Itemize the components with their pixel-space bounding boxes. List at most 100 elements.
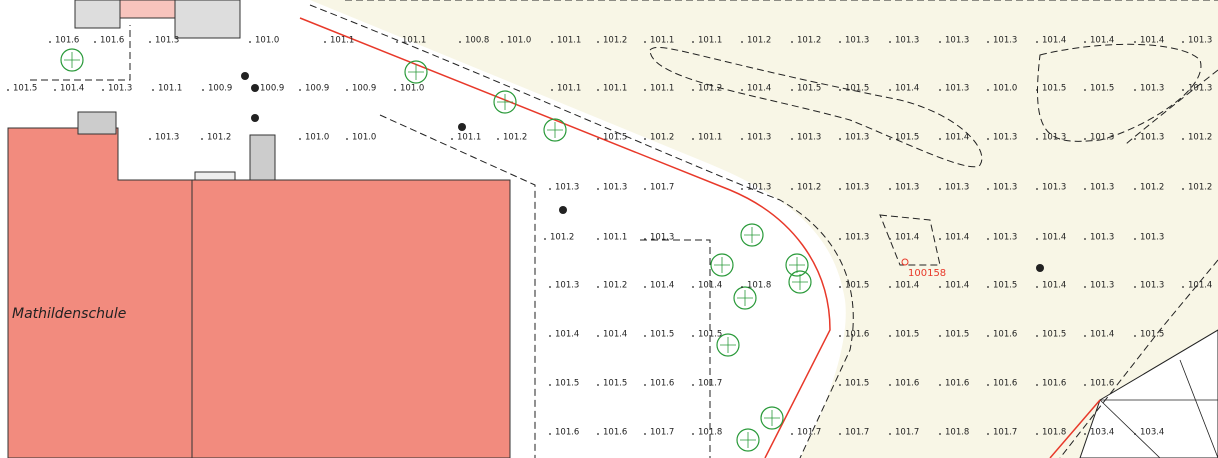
- elevation-label: 101.3: [155, 133, 179, 143]
- elevation-point: [839, 335, 841, 337]
- elevation-point: [987, 384, 989, 386]
- elevation-label: 101.3: [1188, 36, 1212, 46]
- elevation-label: 101.4: [1090, 330, 1114, 340]
- elevation-label: 101.2: [503, 133, 527, 143]
- elevation-label: 101.1: [330, 36, 354, 46]
- elevation-label: 101.5: [945, 330, 969, 340]
- paved-area: [310, 0, 1218, 458]
- elevation-point: [692, 286, 694, 288]
- elevation-point: [741, 41, 743, 43]
- elevation-point: [987, 138, 989, 140]
- elevation-point: [549, 335, 551, 337]
- elevation-label: 101.7: [993, 428, 1017, 438]
- elevation-point: [1182, 89, 1184, 91]
- elevation-label: 100.9: [305, 84, 329, 94]
- elevation-point: [939, 335, 941, 337]
- elevation-point: [1182, 138, 1184, 140]
- elevation-point: [839, 384, 841, 386]
- elevation-label: 101.4: [945, 233, 969, 243]
- elevation-label: 101.8: [698, 428, 722, 438]
- elevation-point: [324, 41, 326, 43]
- elevation-label: 101.3: [993, 133, 1017, 143]
- elevation-point: [1036, 335, 1038, 337]
- tree-cross: [737, 290, 753, 306]
- elevation-point: [501, 41, 503, 43]
- elevation-point: [791, 138, 793, 140]
- elevation-point: [149, 41, 151, 43]
- elevation-point: [939, 41, 941, 43]
- elevation-point: [1036, 384, 1038, 386]
- elevation-label: 101.6: [1090, 379, 1114, 389]
- elevation-label: 101.6: [1042, 379, 1066, 389]
- elevation-label: 101.5: [797, 84, 821, 94]
- elevation-label: 101.5: [1140, 330, 1164, 340]
- elevation-label: 101.4: [650, 281, 674, 291]
- elevation-point: [1134, 433, 1136, 435]
- elevation-label: 101.6: [993, 379, 1017, 389]
- tree-cross: [64, 52, 80, 68]
- elevation-point: [889, 188, 891, 190]
- elevation-point: [451, 138, 453, 140]
- elevation-point: [644, 384, 646, 386]
- elevation-point: [839, 41, 841, 43]
- elevation-label: 101.3: [747, 133, 771, 143]
- elevation-label: 101.2: [1140, 183, 1164, 193]
- elevation-label: 103.4: [1090, 428, 1114, 438]
- elevation-point: [692, 384, 694, 386]
- elevation-label: 100.9: [260, 84, 284, 94]
- elevation-label: 101.2: [603, 281, 627, 291]
- tree: [740, 223, 764, 247]
- tree: [788, 270, 812, 294]
- elevation-point: [1134, 89, 1136, 91]
- tree-cross: [740, 432, 756, 448]
- elevation-point: [1084, 238, 1086, 240]
- elevation-label: 101.4: [555, 330, 579, 340]
- elevation-point: [597, 335, 599, 337]
- tree-cross: [408, 64, 424, 80]
- tree: [60, 48, 84, 72]
- dashed-lines: [30, 0, 1218, 458]
- elevation-point: [987, 89, 989, 91]
- elevation-label: 101.4: [698, 281, 722, 291]
- property-boundary: [299, 17, 831, 458]
- elevation-point: [839, 238, 841, 240]
- elevation-label: 100.9: [208, 84, 232, 94]
- elevation-label: 101.6: [100, 36, 124, 46]
- elevation-point: [1036, 188, 1038, 190]
- elevation-label: 101.4: [945, 133, 969, 143]
- elevation-point: [1084, 188, 1086, 190]
- elevation-point: [1182, 286, 1184, 288]
- elevation-label: 101.8: [747, 281, 771, 291]
- tree-cross: [497, 94, 513, 110]
- elevation-label: 101.7: [650, 428, 674, 438]
- elevation-point: [299, 89, 301, 91]
- elevation-point: [839, 433, 841, 435]
- elevation-label: 101.6: [993, 330, 1017, 340]
- elevation-label: 101.3: [845, 233, 869, 243]
- elevation-point: [791, 188, 793, 190]
- building-pink: [119, 0, 176, 19]
- elevation-label: 101.4: [1042, 281, 1066, 291]
- elevation-label: 101.6: [55, 36, 79, 46]
- elevation-point: [597, 41, 599, 43]
- elevation-point: [1084, 335, 1086, 337]
- elevation-label: 101.4: [945, 281, 969, 291]
- elevation-point: [644, 335, 646, 337]
- elevation-label: 101.3: [1090, 281, 1114, 291]
- elevation-point: [1036, 89, 1038, 91]
- tree: [543, 118, 567, 142]
- elevation-point: [299, 138, 301, 140]
- elevation-point: [549, 286, 551, 288]
- tree: [785, 253, 809, 277]
- elevation-label: 101.1: [158, 84, 182, 94]
- elevation-point: [49, 41, 51, 43]
- elevation-point: [202, 89, 204, 91]
- elevation-label: 101.2: [603, 36, 627, 46]
- elevation-label: 101.5: [895, 133, 919, 143]
- elevation-label: 101.3: [1090, 133, 1114, 143]
- elevation-label: 101.4: [603, 330, 627, 340]
- elevation-label: 101.0: [352, 133, 376, 143]
- elevation-label: 101.1: [557, 84, 581, 94]
- elevation-label: 101.3: [845, 133, 869, 143]
